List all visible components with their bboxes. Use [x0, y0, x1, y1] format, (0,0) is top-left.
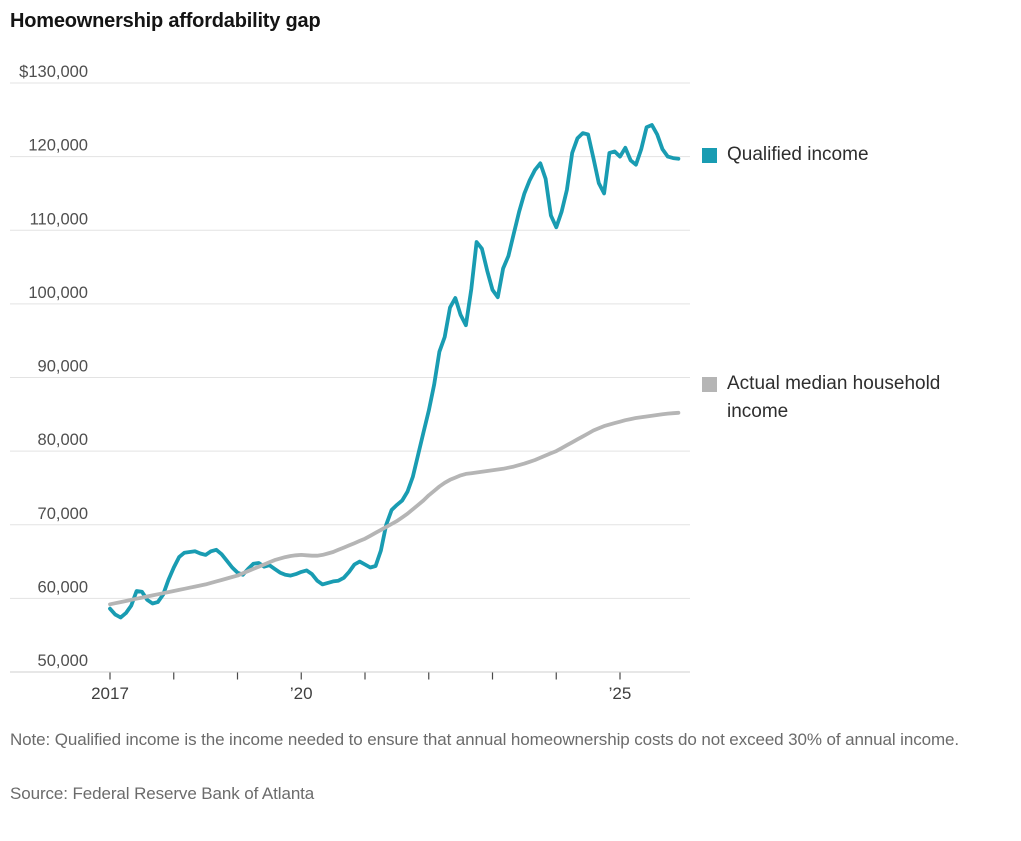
y-axis-tick-label: $130,000 — [19, 63, 88, 81]
x-axis-tick-label: 2017 — [91, 684, 129, 703]
y-axis-tick-label: 100,000 — [28, 284, 88, 302]
chart-source: Source: Federal Reserve Bank of Atlanta — [10, 784, 315, 803]
y-axis-tick-label: 50,000 — [38, 652, 88, 670]
y-axis-tick-label: 90,000 — [38, 358, 88, 376]
legend-item-actual-income: Actual median household income — [702, 370, 994, 426]
chart-note: Note: Qualified income is the income nee… — [10, 730, 959, 749]
chart-title: Homeownership affordability gap — [10, 10, 321, 32]
qualified-income-swatch-icon — [702, 147, 717, 163]
y-axis-tick-label: 80,000 — [38, 431, 88, 449]
actual-income-swatch-icon — [702, 377, 717, 392]
y-axis-tick-label: 60,000 — [38, 578, 88, 596]
legend-label-qualified-income: Qualified income — [727, 144, 869, 165]
legend-label-actual-income: Actual median household income — [727, 373, 941, 422]
y-axis-tick-label: 120,000 — [28, 137, 88, 155]
series-line-actual-median-income — [108, 410, 681, 607]
affordability-line-chart: $130,000 120,000 110,000 100,000 90,000 80,00… — [10, 63, 690, 703]
x-axis-tick-label: ’20 — [290, 684, 313, 703]
legend-item-qualified-income: Qualified income — [702, 141, 869, 169]
series-line-qualified-income — [108, 123, 681, 620]
y-axis-tick-label: 70,000 — [38, 505, 88, 523]
y-axis-tick-label: 110,000 — [30, 210, 88, 228]
x-axis-tick-label: ’25 — [609, 684, 632, 703]
